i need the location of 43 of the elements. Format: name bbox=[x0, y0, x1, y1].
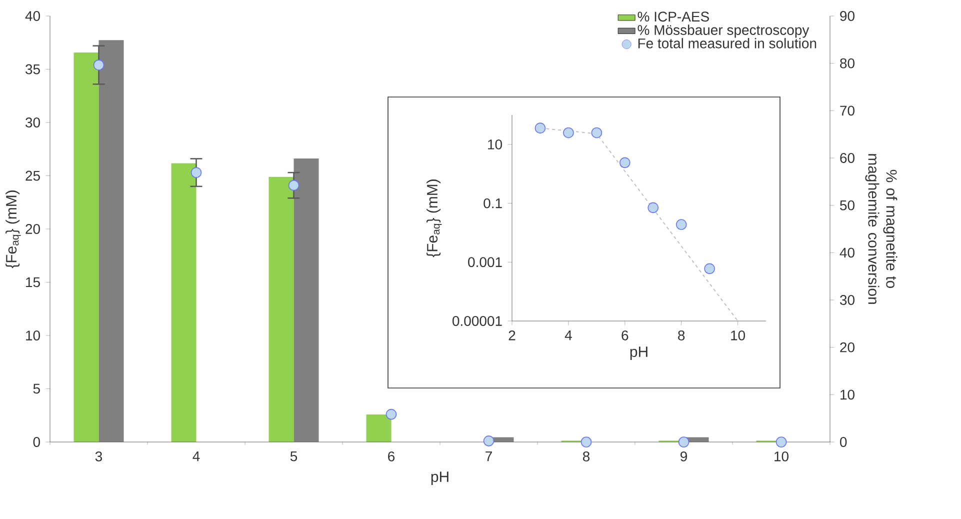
y-tick-label: 0.001 bbox=[468, 257, 502, 268]
x-tick-label: 10 bbox=[774, 451, 788, 462]
y-tick-label: 0 bbox=[33, 437, 40, 447]
x-tick-label: 3 bbox=[95, 451, 102, 462]
x-tick-label: 5 bbox=[290, 451, 298, 462]
x-tick-label: 8 bbox=[582, 451, 590, 462]
x-tick-label: 7 bbox=[486, 451, 492, 462]
legend-label: Fe total measured in solution bbox=[638, 38, 816, 48]
x-axis-title: pH bbox=[431, 472, 448, 485]
y-tick-label: 0.00001 bbox=[452, 316, 502, 326]
y-tick-label: 20 bbox=[26, 224, 40, 234]
x-tick-label: 9 bbox=[680, 451, 687, 462]
y-axis-title: {Fe$_{aq}$} (mM) bbox=[6, 190, 21, 268]
y-tick-label: 15 bbox=[26, 277, 40, 288]
x-tick-label: 6 bbox=[622, 330, 628, 340]
y2-tick-label: 0 bbox=[840, 437, 847, 447]
y2-tick-label: 10 bbox=[840, 390, 854, 400]
x-axis-title: pH bbox=[630, 346, 648, 360]
y2-tick-label: 60 bbox=[840, 153, 854, 163]
y2-tick-label: 40 bbox=[840, 248, 854, 258]
y2-tick-label: 50 bbox=[840, 200, 854, 210]
y2-axis-title: % of magnetite to maghemite conversion bbox=[865, 154, 898, 304]
legend-label: % Mössbauer spectroscopy bbox=[638, 24, 810, 38]
y-tick-label: 25 bbox=[26, 170, 40, 181]
y2-tick-label: 70 bbox=[840, 106, 854, 116]
x-tick-label: 4 bbox=[564, 330, 572, 340]
y2-tick-label: 30 bbox=[840, 295, 854, 305]
legend-label: % ICP-AES bbox=[638, 12, 709, 22]
x-tick-label: 10 bbox=[731, 330, 746, 340]
y-tick-label: 40 bbox=[25, 11, 40, 21]
x-tick-label: 4 bbox=[192, 451, 200, 462]
y-tick-label: 5 bbox=[33, 384, 40, 394]
y-tick-label: 0.1 bbox=[484, 198, 502, 208]
y-tick-label: 35 bbox=[26, 64, 40, 74]
x-tick-label: 2 bbox=[508, 330, 516, 340]
y-tick-label: 10 bbox=[488, 139, 502, 150]
y2-tick-label: 20 bbox=[840, 342, 854, 352]
y-tick-label: 30 bbox=[26, 118, 40, 128]
x-tick-label: 8 bbox=[678, 330, 685, 340]
y-axis-title: {Fe$_{aq}$} (mM) bbox=[426, 180, 442, 258]
x-tick-label: 6 bbox=[388, 451, 395, 462]
y2-tick-label: 90 bbox=[840, 11, 854, 21]
y2-tick-label: 80 bbox=[840, 58, 854, 68]
